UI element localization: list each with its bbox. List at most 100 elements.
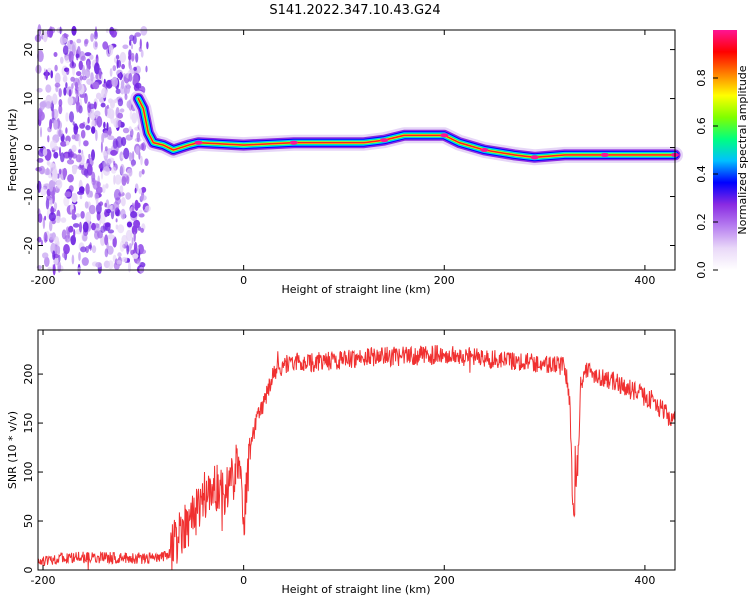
colorbar-tick-label: 0.0 [695,261,708,279]
noise-speck [120,164,125,175]
noise-speck [96,116,103,128]
noise-speck [48,212,57,222]
noise-speck [108,44,114,56]
snr-y-tick-label: 50 [22,514,35,528]
noise-speck [140,195,147,201]
noise-speck [79,75,83,81]
noise-speck [80,211,85,219]
noise-speck [120,85,125,95]
noise-speck [119,108,125,113]
noise-speck [113,174,116,185]
noise-speck [40,239,44,247]
noise-speck [64,191,72,198]
noise-speck [84,201,89,209]
noise-speck [121,197,126,207]
noise-speck [141,169,145,175]
noise-speck [60,141,67,147]
snr-line [37,345,676,571]
noise-speck [87,101,92,114]
noise-speck [50,95,53,102]
noise-speck [140,249,147,255]
spectrogram-y-tick-label: 20 [22,43,35,57]
noise-speck [115,224,119,230]
noise-speck [94,62,100,75]
noise-speck [118,73,122,78]
noise-speck [121,176,127,186]
snr-x-tick-label: 0 [240,574,247,587]
ridge-peak [600,152,609,157]
noise-speck [95,198,99,205]
noise-speck [140,227,145,233]
noise-speck [85,245,89,254]
noise-speck [43,231,48,243]
noise-speck [126,244,130,255]
noise-speck [40,186,47,196]
noise-speck [45,84,52,93]
snr-y-tick-label: 150 [22,413,35,434]
noise-speck [134,187,137,194]
noise-speck [135,52,139,63]
noise-speck [83,168,89,177]
spectrogram-y-tick-label: -10 [22,188,35,206]
noise-speck [128,262,131,273]
noise-speck [117,224,125,234]
noise-speck [49,220,53,232]
noise-speck [52,250,56,260]
noise-speck [53,257,59,266]
ridge-peak [194,140,203,145]
noise-speck [65,140,70,146]
noise-speck [94,110,101,117]
noise-speck [68,89,72,98]
noise-speck [112,138,118,149]
colorbar-tick-label: 0.4 [695,165,708,183]
noise-speck [124,93,128,100]
noise-speck [109,68,113,77]
noise-speck [53,119,58,130]
noise-speck [62,167,68,178]
noise-speck [128,152,133,162]
noise-speck [91,126,96,134]
noise-speck [79,186,85,194]
noise-speck [131,161,135,167]
noise-speck [126,168,133,178]
noise-speck [115,88,121,95]
noise-speck [95,262,102,268]
noise-speck [80,246,87,253]
noise-speck [112,65,117,72]
noise-speck [107,260,114,270]
noise-speck [114,98,117,104]
noise-speck [100,171,104,180]
noise-speck [63,87,67,96]
noise-speck [134,32,142,37]
noise-speck [117,59,122,68]
noise-speck [66,159,75,165]
noise-speck [60,152,65,163]
noise-speck [119,51,127,63]
noise-speck [72,223,80,228]
noise-speck [100,141,103,153]
noise-speck [103,121,106,129]
snr-x-tick-label: 200 [434,574,455,587]
noise-speck [125,229,133,242]
noise-speck [102,184,106,194]
noise-speck [71,209,76,217]
snr-y-label: SNR (10 * v/v) [6,411,19,489]
noise-speck [71,192,78,203]
noise-speck [99,212,106,224]
noise-speck [36,87,43,93]
frequency-ridge [130,90,683,166]
noise-speck [136,131,140,143]
noise-speck [65,127,68,134]
noise-speck [88,153,91,159]
noise-speck [53,202,58,210]
noise-speck [115,218,118,223]
noise-speck [131,112,138,124]
noise-speck [132,151,135,161]
noise-speck [140,26,148,36]
noise-speck [46,28,54,38]
noise-speck [44,101,52,109]
noise-speck [106,104,109,109]
noise-speck [106,208,112,214]
